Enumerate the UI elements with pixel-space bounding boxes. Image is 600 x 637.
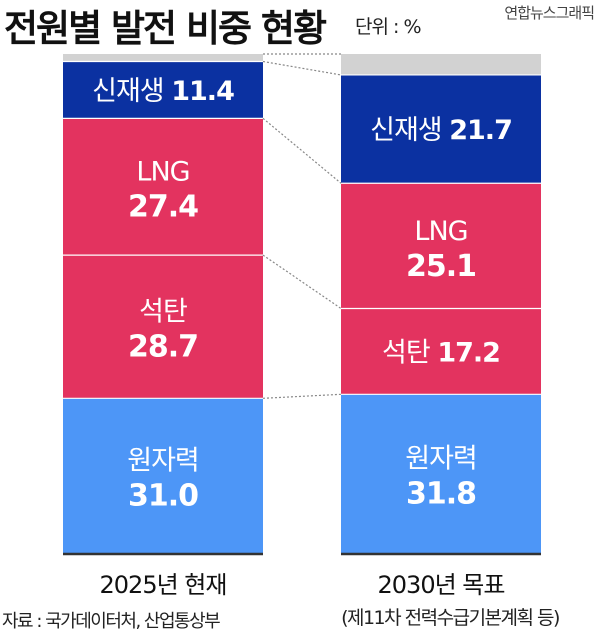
category-label-2025: 2025년 현재 bbox=[99, 571, 228, 599]
plan-note: (제11차 전력수급기본계획 등) bbox=[341, 607, 560, 629]
connector-line bbox=[262, 60, 342, 76]
segment-label: 신재생 11.4 bbox=[92, 76, 234, 107]
segment-name: 원자력 bbox=[405, 444, 477, 475]
connector-line bbox=[262, 117, 342, 184]
bar-segment-LNG bbox=[63, 118, 263, 256]
bar-segment-LNG bbox=[341, 183, 541, 309]
bar-segment-석탄 bbox=[63, 255, 263, 399]
segment-value: 17.2 bbox=[437, 337, 500, 368]
segment-name: 원자력 bbox=[127, 446, 199, 477]
connector-line bbox=[262, 393, 342, 399]
segment-name: LNG bbox=[414, 216, 467, 247]
bar-segment-신재생 bbox=[63, 61, 263, 119]
bar-segment-기타 bbox=[63, 54, 263, 62]
segment-value: 28.7 bbox=[128, 330, 198, 365]
segment-value: 31.0 bbox=[128, 479, 198, 514]
credit-label: 연합뉴스그래픽 bbox=[504, 4, 595, 22]
connector-line bbox=[262, 254, 342, 309]
segment-value: 31.8 bbox=[406, 477, 476, 512]
bar-segment-석탄 bbox=[341, 308, 541, 395]
segment-label: 신재생 21.7 bbox=[370, 115, 512, 146]
segment-value: 27.4 bbox=[128, 190, 198, 225]
bar-segment-원자력 bbox=[63, 398, 263, 553]
segment-value: 25.1 bbox=[406, 249, 476, 284]
category-label-2030: 2030년 목표 bbox=[377, 571, 506, 599]
segment-name: 석탄 bbox=[139, 297, 187, 328]
bar-segment-기타 bbox=[341, 54, 541, 75]
segment-value: 11.4 bbox=[171, 76, 234, 107]
bar-segment-원자력 bbox=[341, 394, 541, 553]
segment-name: 신재생 bbox=[370, 115, 449, 146]
unit-label: 단위 : % bbox=[355, 16, 421, 38]
source-note: 자료 : 국가데이터처, 산업통상부 bbox=[2, 611, 221, 632]
segment-name: 신재생 bbox=[92, 76, 171, 107]
segment-value: 21.7 bbox=[449, 115, 512, 146]
chart-title: 전원별 발전 비중 현황 bbox=[4, 7, 327, 50]
segment-name: 석탄 bbox=[382, 337, 437, 368]
segment-name: LNG bbox=[136, 157, 189, 188]
bar-segment-신재생 bbox=[341, 74, 541, 184]
segment-label: 석탄 17.2 bbox=[382, 337, 500, 368]
